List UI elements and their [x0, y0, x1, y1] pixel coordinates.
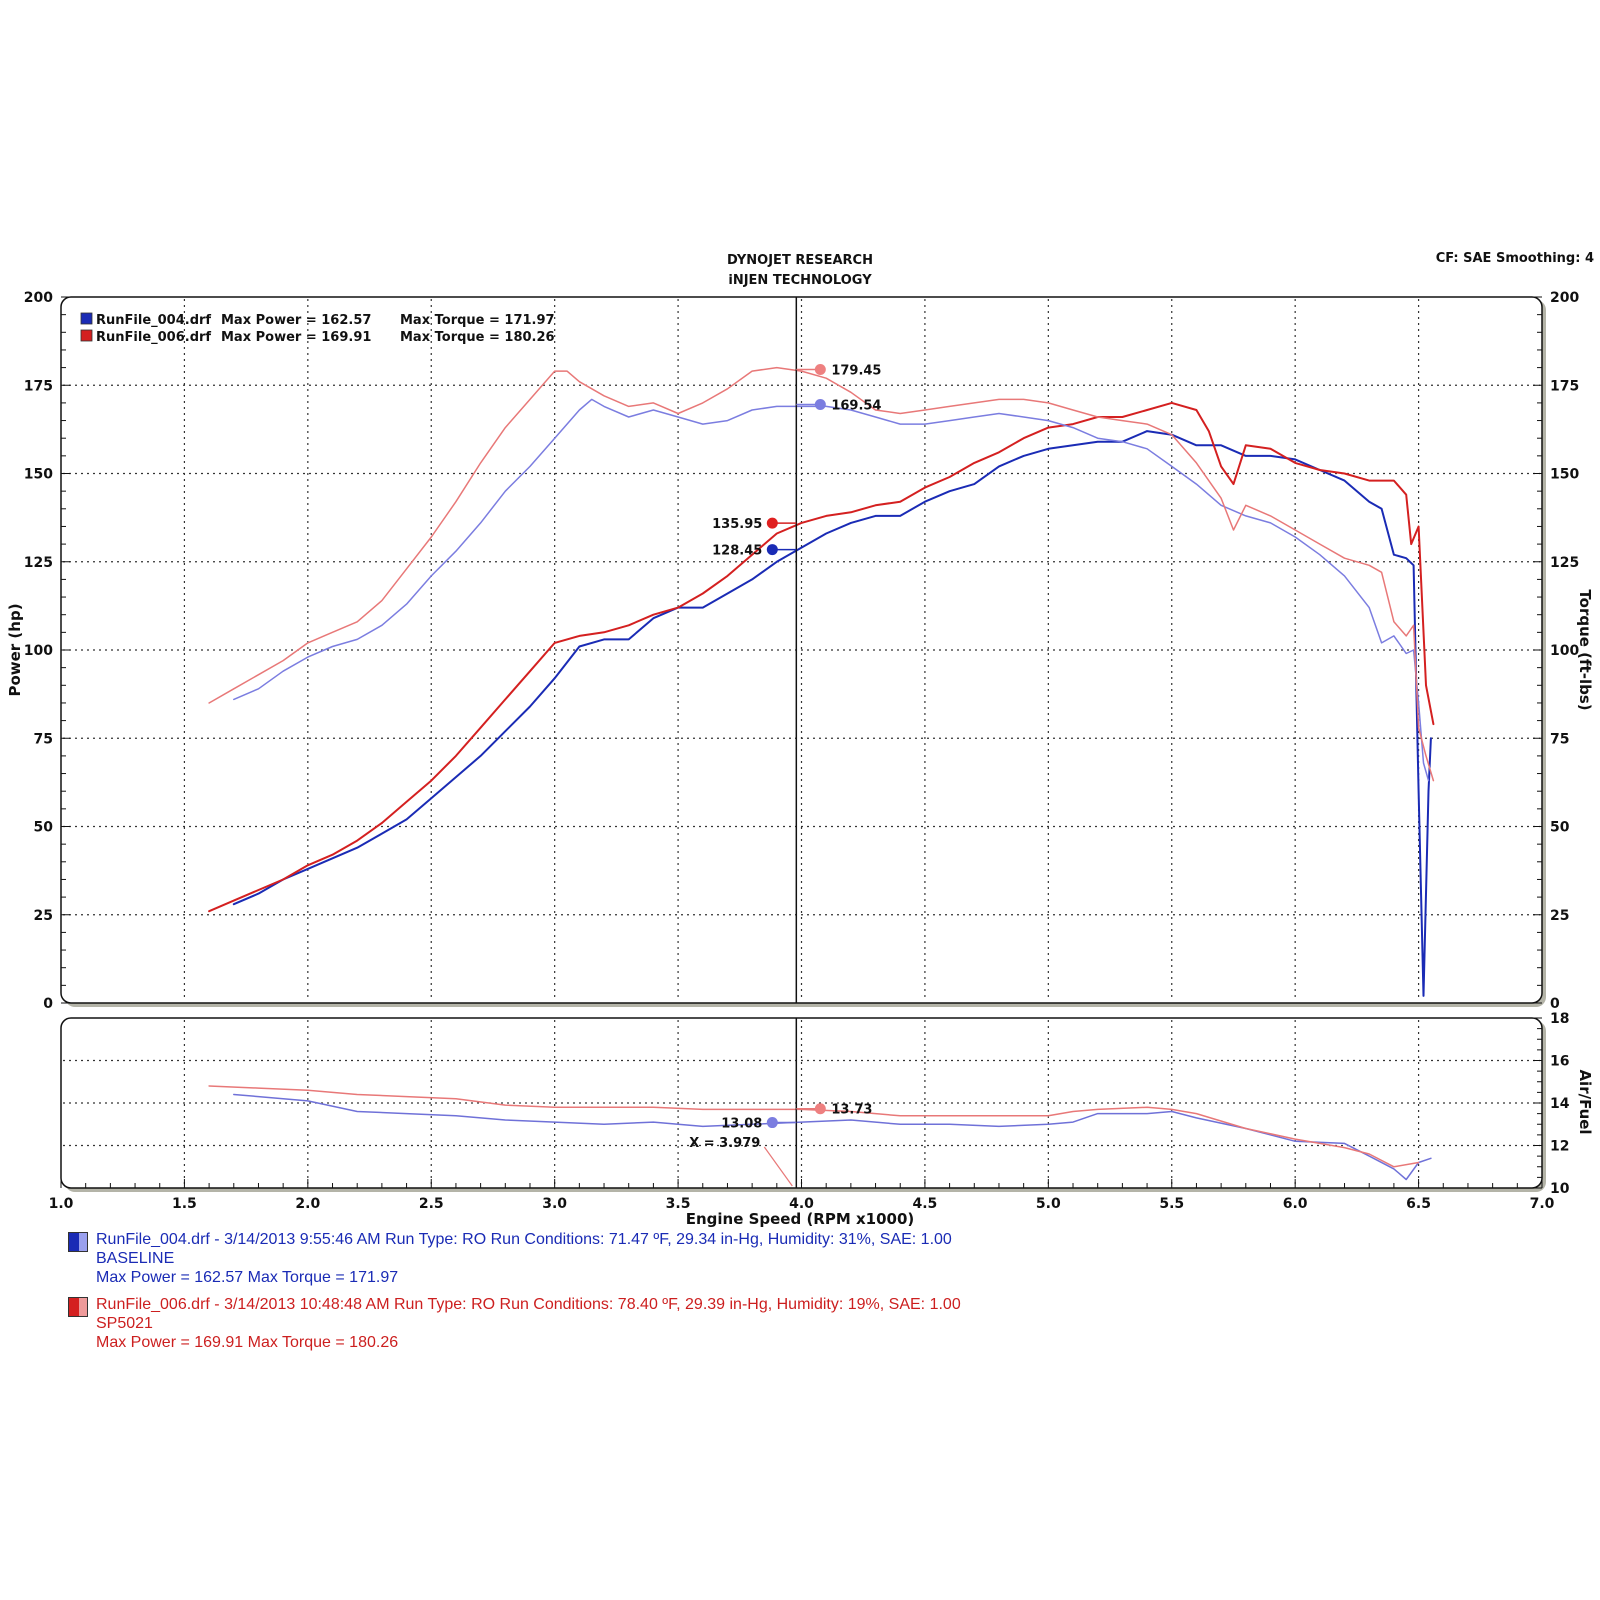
plot-legend-file-006: RunFile_006.drf — [96, 330, 211, 345]
y-tick-label-left: 0 — [43, 996, 53, 1012]
y-tick-label-right: 125 — [1550, 555, 1579, 571]
run-legend-max-006: Max Power = 169.91 Max Torque = 180.26 — [96, 1334, 399, 1351]
run-legend-name-004: BASELINE — [96, 1250, 175, 1267]
cursor-marker-run004_afr — [766, 1117, 778, 1129]
plot-legend-power-004: Max Power = 162.57 — [221, 313, 371, 328]
series-line-run004_power — [232, 430, 1432, 997]
x-tick-label: 3.0 — [542, 1196, 567, 1212]
x-tick-label: 5.0 — [1036, 1196, 1061, 1212]
plot-legend-file-004: RunFile_004.drf — [96, 313, 211, 328]
axis-ticks: 1.0 1.5 2.0 2.5 3.0 3.5 4.0 4.5 5.0 5.5 6.0 6.5 7.0 0… — [24, 290, 1580, 1212]
y-tick-label-right: 100 — [1550, 643, 1579, 659]
y-tick-label-left: 50 — [34, 820, 54, 836]
cursor-value-run006_torque: 179.45 — [831, 364, 881, 379]
x-tick-label: 4.0 — [789, 1196, 814, 1212]
series-line-run004_afr — [233, 1093, 1432, 1181]
run-legend-name-006: SP5021 — [96, 1315, 153, 1332]
cursor-value-run004_torque: 169.54 — [831, 399, 881, 414]
y-tick-label-right: 175 — [1550, 378, 1579, 394]
y-axis-left-title: Power (hp) — [6, 603, 24, 696]
y-tick-label-left: 100 — [24, 643, 53, 659]
series-line-run006_power — [208, 401, 1435, 913]
cursor-value-run004_afr: 13.08 — [721, 1117, 762, 1132]
x-tick-label: 6.0 — [1283, 1196, 1308, 1212]
cursor: X = 3.979 179.45 169.54 135.95 128.45 13.73 13… — [689, 297, 881, 1188]
cursor-marker-run006_torque — [814, 364, 826, 376]
y-axis-right-title: Torque (ft-lbs) — [1576, 589, 1594, 710]
cursor-x-leader — [763, 1146, 793, 1187]
plot-legend: RunFile_004.drf Max Power = 162.57 Max T… — [80, 312, 555, 345]
plot-legend-torque-006: Max Torque = 180.26 — [400, 330, 555, 345]
x-tick-label: 5.5 — [1159, 1196, 1184, 1212]
chart-title-line2: iNJEN TECHNOLOGY — [728, 273, 872, 288]
y-tick-label-right: 25 — [1550, 908, 1569, 924]
y-tick-label-afr: 18 — [1550, 1011, 1569, 1027]
cursor-marker-run004_torque — [814, 399, 826, 411]
x-tick-label: 6.5 — [1406, 1196, 1431, 1212]
series-line-run006_torque — [208, 366, 1435, 782]
x-axis-title: Engine Speed (RPM x1000) — [686, 1210, 915, 1228]
y-tick-label-right: 0 — [1550, 996, 1560, 1012]
plot-legend-swatch-004 — [80, 312, 93, 325]
cursor-marker-run006_afr — [814, 1103, 826, 1115]
series-lines — [208, 366, 1435, 1181]
y-tick-label-afr: 12 — [1550, 1139, 1569, 1155]
x-tick-label: 1.0 — [49, 1196, 74, 1212]
y-axis-afr-title: Air/Fuel — [1576, 1069, 1594, 1134]
y-tick-label-right: 75 — [1550, 731, 1569, 747]
x-tick-label: 4.5 — [913, 1196, 938, 1212]
chart-settings: CF: SAE Smoothing: 4 — [1436, 251, 1594, 266]
y-tick-label-left: 175 — [24, 378, 53, 394]
y-tick-label-left: 25 — [34, 908, 53, 924]
cursor-x-label: X = 3.979 — [689, 1136, 760, 1151]
run-legend-swatch-004 — [68, 1232, 88, 1252]
run-legend-entry-006: RunFile_006.drf - 3/14/2013 10:48:48 AM … — [68, 1295, 1068, 1352]
y-tick-label-left: 125 — [24, 555, 53, 571]
cursor-marker-run004_power — [766, 544, 778, 556]
y-tick-label-afr: 16 — [1550, 1054, 1569, 1070]
plot-legend-torque-004: Max Torque = 171.97 — [400, 313, 555, 328]
y-tick-label-afr: 10 — [1550, 1181, 1570, 1197]
cursor-value-run006_afr: 13.73 — [831, 1103, 872, 1118]
run-legend-details-004: RunFile_004.drf - 3/14/2013 9:55:46 AM R… — [96, 1231, 952, 1248]
grid — [63, 299, 1540, 1186]
cursor-value-run006_power: 135.95 — [712, 517, 762, 532]
run-legend-entry-004: RunFile_004.drf - 3/14/2013 9:55:46 AM R… — [68, 1230, 1068, 1287]
plot-legend-power-006: Max Power = 169.91 — [221, 330, 371, 345]
plot-legend-swatch-006 — [80, 329, 93, 342]
y-tick-label-afr: 14 — [1550, 1096, 1570, 1112]
x-tick-label: 7.0 — [1530, 1196, 1555, 1212]
run-legend: RunFile_004.drf - 3/14/2013 9:55:46 AM R… — [68, 1230, 1068, 1360]
run-legend-max-004: Max Power = 162.57 Max Torque = 171.97 — [96, 1269, 399, 1286]
y-tick-label-left: 150 — [24, 467, 53, 483]
y-tick-label-right: 200 — [1550, 290, 1579, 306]
run-legend-details-006: RunFile_006.drf - 3/14/2013 10:48:48 AM … — [96, 1296, 961, 1313]
x-tick-label: 2.5 — [419, 1196, 444, 1212]
x-tick-label: 2.0 — [295, 1196, 320, 1212]
y-tick-label-left: 75 — [34, 731, 53, 747]
y-tick-label-left: 200 — [24, 290, 53, 306]
y-tick-label-right: 150 — [1550, 467, 1579, 483]
series-line-run006_afr — [208, 1085, 1420, 1168]
cursor-marker-run006_power — [766, 517, 778, 529]
x-tick-label: 1.5 — [172, 1196, 197, 1212]
run-legend-swatch-006 — [68, 1297, 88, 1317]
y-tick-label-right: 50 — [1550, 820, 1570, 836]
x-tick-label: 3.5 — [666, 1196, 691, 1212]
cursor-value-run004_power: 128.45 — [712, 544, 762, 559]
chart-title-line1: DYNOJET RESEARCH — [727, 253, 873, 268]
series-line-run004_torque — [233, 398, 1430, 782]
